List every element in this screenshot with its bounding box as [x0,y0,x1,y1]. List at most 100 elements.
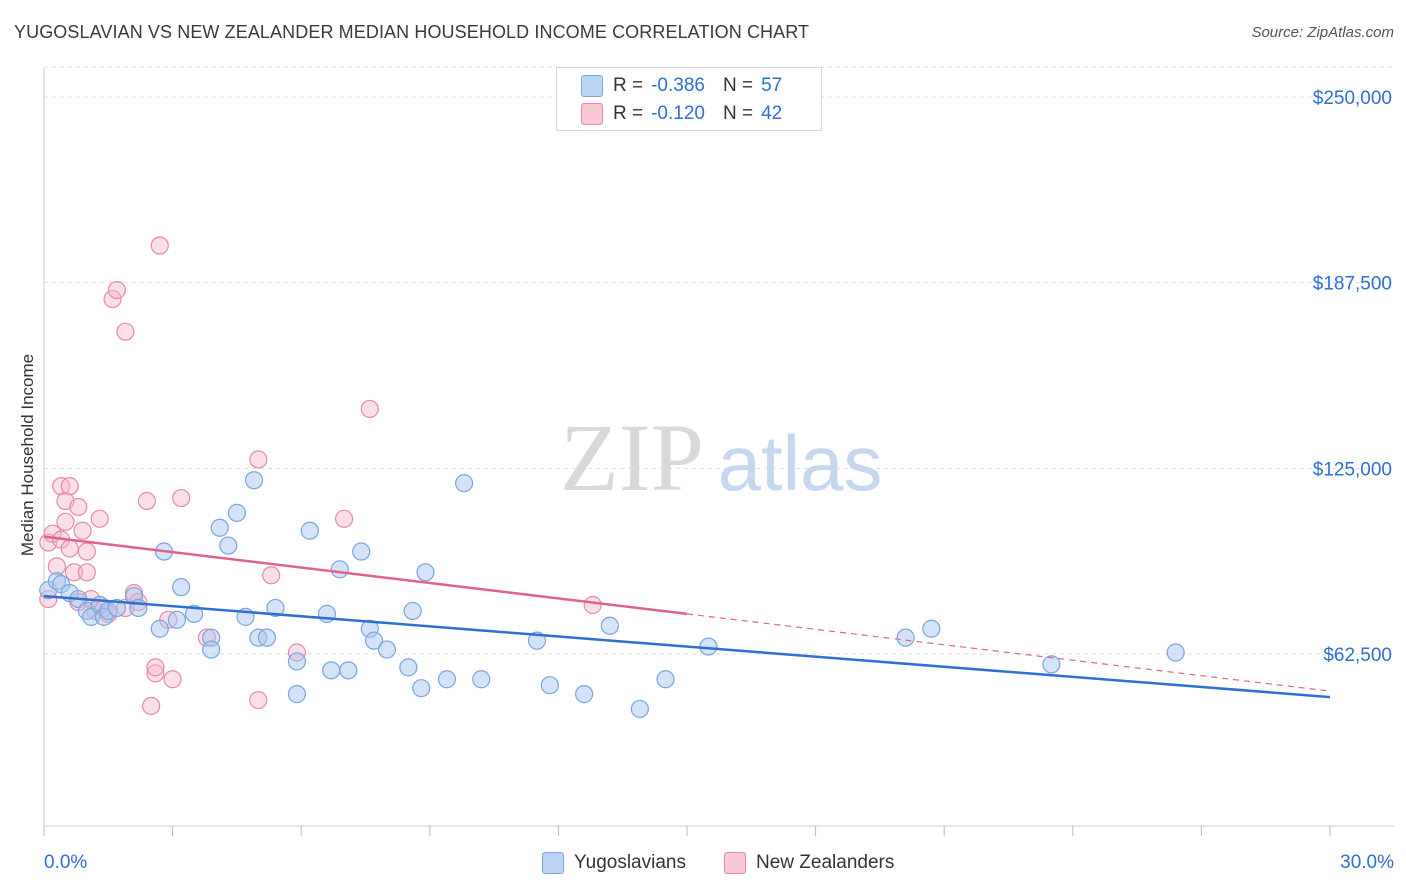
point-new-zealander [77,563,96,582]
point-yugoslavian [454,474,474,493]
point-yugoslavian [364,631,384,650]
point-yugoslavian [540,676,559,695]
point-new-zealander [73,521,92,540]
bottom-legend-yugoslavians: Yugoslavians [542,852,686,874]
point-new-zealander [360,399,379,419]
point-yugoslavian [377,640,397,659]
trend-line-yugoslavians [43,594,1331,699]
point-new-zealander [69,497,88,517]
point-yugoslavian [1166,643,1185,662]
point-yugoslavian [527,631,547,650]
point-yugoslavian [575,685,594,704]
legend-swatch-blue [581,75,603,97]
legend-r-value: -0.120 [651,103,705,124]
bottom-legend-swatch-blue [542,852,564,874]
point-new-zealander [262,566,281,585]
bottom-legend-new-zealanders: New Zealanders [724,852,894,874]
point-yugoslavian [896,628,915,647]
point-yugoslavian [922,619,941,638]
watermark-zip: ZIP [560,404,704,511]
x-tick-label-max: 30.0% [1340,852,1394,873]
point-yugoslavian [322,661,341,680]
point-new-zealander [249,690,268,710]
x-tick-label-min: 0.0% [44,852,87,873]
point-yugoslavian [472,670,491,689]
legend-r-label: R = [613,75,644,96]
point-yugoslavian [150,619,169,638]
point-yugoslavian [244,471,264,490]
point-new-zealander [583,595,602,615]
legend-n-label: N = [722,75,754,96]
point-yugoslavian [352,542,371,561]
point-yugoslavian [257,628,277,647]
point-yugoslavian [167,610,186,629]
point-new-zealander [116,322,135,341]
source-label: Source: ZipAtlas.com [1251,24,1394,41]
watermark: ZIP atlas [560,404,882,511]
point-new-zealander [150,236,169,255]
trend-lines [43,535,1331,699]
point-yugoslavian [630,699,649,719]
grid-lines [44,66,1394,655]
point-yugoslavian [202,640,221,659]
point-new-zealander [64,563,84,582]
point-yugoslavian [656,670,675,689]
chart-title: YUGOSLAVIAN VS NEW ZEALANDER MEDIAN HOUS… [14,22,810,42]
point-new-zealander [60,477,79,496]
point-yugoslavian [600,616,619,635]
tick-labels: $62,500 $125,000 $187,500 $250,000 0.0% 30.0% [44,88,1394,873]
trend-line-new-zealanders [43,535,688,616]
point-new-zealander [146,658,165,677]
point-yugoslavian [437,670,457,689]
point-new-zealander [77,542,96,561]
bottom-legend-label: New Zealanders [756,852,895,873]
series-new-zealanders-points [39,236,602,716]
point-yugoslavian [287,685,307,704]
point-yugoslavian [227,503,246,522]
point-yugoslavian [339,661,358,680]
legend-r-label: R = [613,103,644,124]
trend-line-new-zealanders-extrapolated [686,613,1331,692]
y-tick-label: $250,000 [1313,88,1392,109]
point-new-zealander [90,509,109,528]
point-yugoslavian [416,563,435,582]
legend-row-new-zealanders: R = -0.120 N = 42 [581,101,783,127]
correlation-legend: R = -0.386 N = 57 R = -0.120 N = 42 [556,67,822,131]
point-yugoslavian [330,560,349,579]
point-new-zealander [107,280,126,300]
point-new-zealander [163,670,182,689]
y-tick-label: $62,500 [1323,645,1392,666]
point-new-zealander [103,289,122,309]
point-yugoslavian [210,518,229,537]
point-yugoslavian [219,536,238,555]
point-new-zealander [56,512,75,531]
bottom-legend-label: Yugoslavians [574,852,686,873]
legend-swatch-pink [581,103,603,125]
point-yugoslavian [172,578,191,597]
point-yugoslavian [399,658,418,677]
point-new-zealander [249,450,268,469]
point-yugoslavian [107,598,126,618]
point-new-zealander [142,696,161,716]
point-yugoslavian [184,604,204,623]
legend-n-value: 42 [761,103,783,124]
legend-n-label: N = [722,103,754,124]
point-new-zealander [146,664,165,683]
legend-row-yugoslavians: R = -0.386 N = 57 [581,73,783,99]
point-yugoslavian [412,679,431,698]
point-yugoslavian [403,601,422,621]
point-new-zealander [334,509,354,528]
point-yugoslavian [300,521,319,540]
legend-r-value: -0.386 [651,75,705,96]
axes [43,68,1394,836]
y-tick-label: $187,500 [1313,274,1392,295]
watermark-atlas: atlas [718,419,883,507]
point-new-zealander [60,539,79,558]
point-yugoslavian [1042,655,1061,674]
legend-n-value: 57 [761,75,783,96]
point-new-zealander [137,491,156,511]
point-yugoslavian [266,598,285,618]
point-yugoslavian [287,652,307,671]
bottom-legend-swatch-pink [724,852,746,874]
